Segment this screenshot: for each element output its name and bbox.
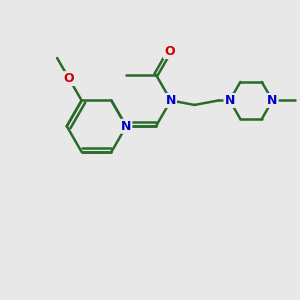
Text: N: N: [121, 120, 131, 133]
Text: N: N: [267, 94, 278, 107]
Text: O: O: [64, 72, 74, 85]
Text: N: N: [166, 94, 176, 107]
Text: N: N: [224, 94, 235, 107]
Text: O: O: [164, 45, 175, 58]
